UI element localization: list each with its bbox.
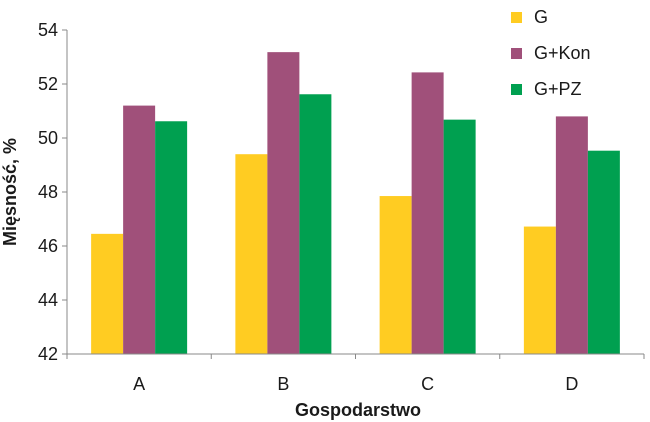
- plot-area: [91, 52, 620, 355]
- bar-g-pz-c: [443, 119, 476, 354]
- bar-g-kon-d: [555, 116, 588, 355]
- legend-label: G: [534, 7, 548, 27]
- y-tick-label: 48: [38, 182, 58, 202]
- y-ticks: 42 44 46 48 50 52 54: [38, 20, 67, 364]
- bar-g-kon-c: [411, 72, 444, 354]
- x-axis-title: Gospodarstwo: [295, 400, 421, 420]
- bar-g-b: [235, 154, 268, 354]
- legend-label: G+PZ: [534, 79, 582, 99]
- y-tick-label: 54: [38, 20, 58, 40]
- bar-g-kon-a: [123, 105, 156, 354]
- bar-g-c: [379, 196, 412, 354]
- x-tick-label: B: [277, 374, 289, 394]
- x-tick-label: C: [421, 374, 434, 394]
- legend-swatch: [511, 12, 522, 23]
- bar-g-pz-d: [587, 150, 620, 354]
- y-tick-label: 42: [38, 344, 58, 364]
- legend-swatch: [511, 48, 522, 59]
- y-tick-label: 50: [38, 128, 58, 148]
- y-tick-label: 46: [38, 236, 58, 256]
- y-axis-title: Mięsność, %: [0, 138, 20, 246]
- bar-g-a: [91, 233, 124, 354]
- bar-g-pz-a: [155, 121, 188, 354]
- y-tick-label: 44: [38, 290, 58, 310]
- bar-g-d: [523, 226, 556, 354]
- x-tick-label: A: [133, 374, 145, 394]
- bar-g-pz-b: [299, 94, 332, 354]
- legend-swatch: [511, 84, 522, 95]
- y-tick-label: 52: [38, 74, 58, 94]
- bar-g-kon-b: [267, 52, 300, 354]
- x-ticks: A B C D: [66, 354, 645, 394]
- legend: G G+Kon G+PZ: [496, 0, 618, 105]
- x-tick-label: D: [565, 374, 578, 394]
- legend-label: G+Kon: [534, 43, 591, 63]
